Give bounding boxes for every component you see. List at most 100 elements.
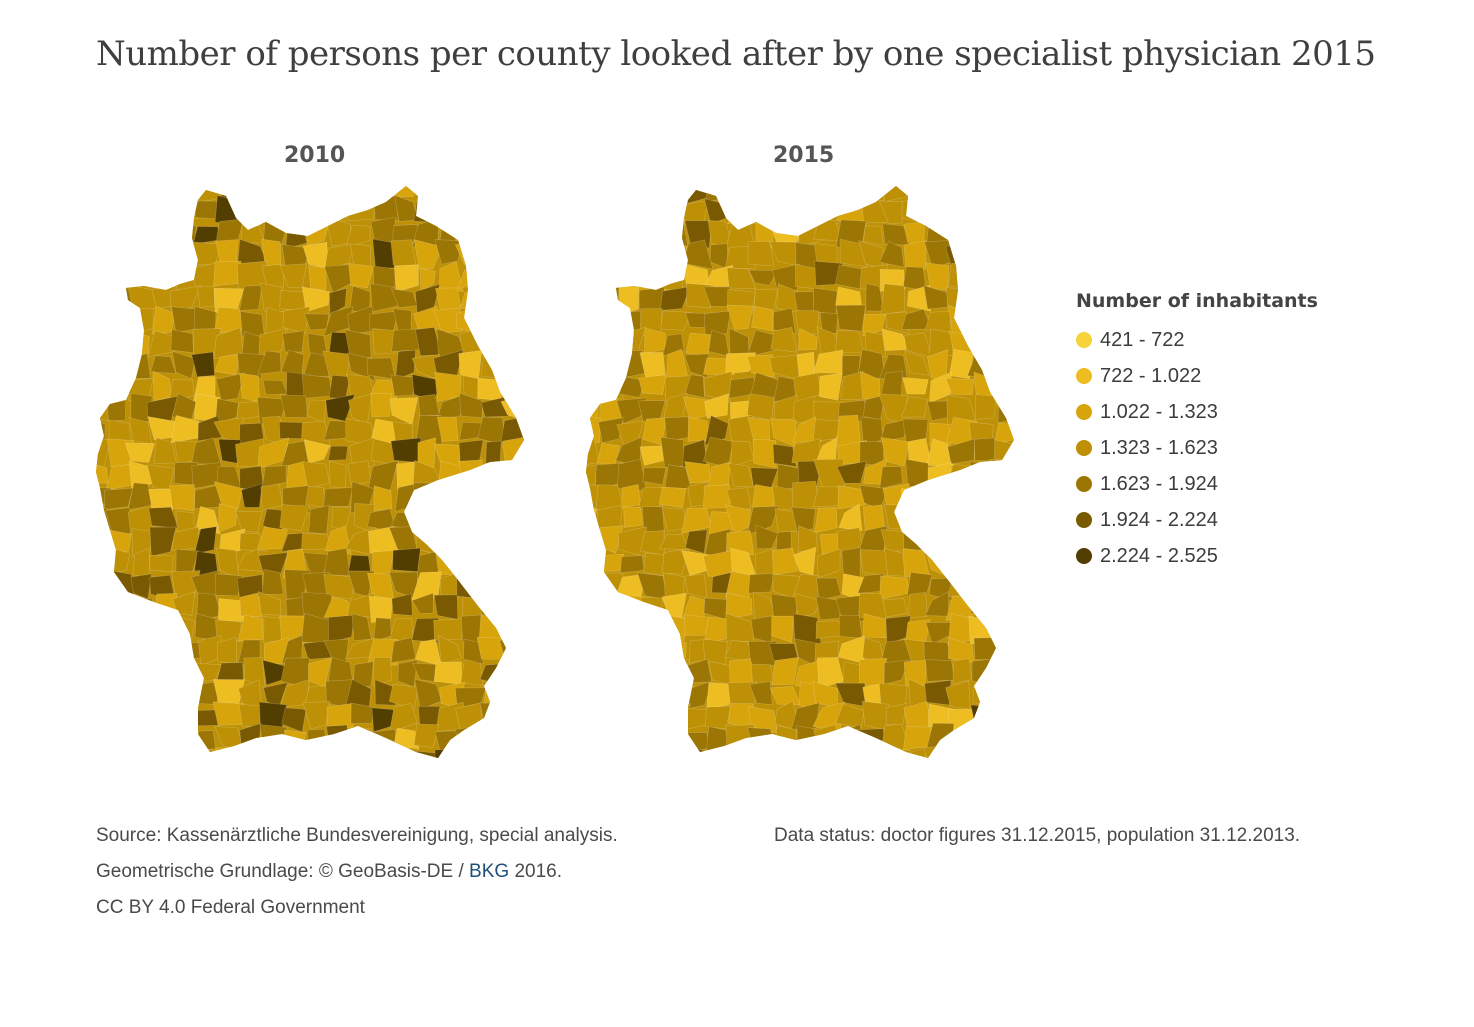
county-cells: [586, 178, 1026, 778]
county-cell: [301, 373, 333, 399]
county-cell: [96, 569, 113, 601]
county-cell: [879, 418, 912, 443]
county-cell: [586, 374, 602, 403]
county-cell: [283, 729, 308, 755]
county-cell: [521, 306, 524, 328]
county-cell: [835, 703, 865, 728]
county-cell: [96, 548, 113, 575]
county-cell: [454, 724, 488, 752]
county-cell: [410, 504, 442, 531]
county-cell: [501, 244, 524, 270]
county-cell: [500, 282, 524, 316]
county-cell: [236, 767, 263, 778]
county-cell: [455, 751, 482, 758]
county-cell: [147, 330, 176, 358]
county-cell: [213, 481, 243, 510]
county-cell: [151, 774, 178, 778]
county-cell: [1017, 178, 1026, 199]
county-cell: [993, 569, 1014, 602]
county-cell: [480, 510, 504, 533]
county-cell: [96, 198, 112, 220]
county-cell: [258, 328, 287, 356]
county-cell: [747, 727, 775, 749]
county-cell: [477, 465, 508, 487]
county-cell: [586, 507, 597, 531]
county-cell: [595, 218, 626, 250]
county-cell: [599, 775, 624, 778]
county-cell: [615, 243, 643, 271]
county-cell: [798, 328, 818, 351]
county-cell: [598, 678, 626, 707]
county-cell: [1010, 549, 1014, 574]
county-cell: [727, 462, 754, 488]
bkg-link[interactable]: BKG: [469, 861, 510, 882]
county-cell: [880, 436, 910, 467]
county-cell: [502, 436, 524, 469]
county-cell: [993, 219, 1014, 244]
county-cell: [393, 264, 419, 293]
county-cell: [388, 683, 419, 710]
county-cell: [994, 656, 1014, 688]
county-cell: [623, 506, 643, 528]
county-cell: [169, 640, 202, 659]
county-cell: [598, 371, 625, 404]
county-cell: [372, 186, 396, 198]
county-cell: [525, 618, 536, 642]
county-cell: [462, 638, 484, 667]
county-cell: [621, 262, 647, 285]
county-cell: [96, 590, 112, 622]
county-cell: [150, 355, 177, 374]
county-cell: [261, 569, 284, 595]
county-cell: [147, 680, 177, 710]
county-cell: [324, 525, 352, 555]
county-cell: [301, 420, 331, 447]
county-cell: [146, 615, 176, 639]
county-cell: [103, 377, 132, 401]
county-cell: [503, 460, 524, 489]
county-cell: [500, 375, 524, 400]
county-cell: [499, 636, 524, 663]
county-cell: [344, 329, 372, 359]
county-cell: [131, 683, 156, 707]
county-cell: [994, 290, 1014, 310]
county-cell: [499, 682, 524, 711]
county-cell: [904, 350, 930, 376]
county-cell: [863, 225, 884, 246]
county-cell: [746, 354, 775, 378]
county-cell: [480, 351, 503, 379]
county-cell: [215, 573, 243, 597]
county-cell: [154, 593, 178, 620]
county-cell: [952, 728, 972, 748]
county-cell: [908, 678, 929, 708]
county-cell: [479, 532, 509, 558]
county-cell: [106, 186, 133, 205]
county-cell: [900, 396, 928, 418]
county-cell: [925, 659, 955, 682]
county-cell: [600, 332, 625, 359]
county-cell: [504, 506, 524, 534]
county-cell: [104, 196, 135, 227]
county-cell: [96, 260, 109, 292]
county-cell: [302, 640, 332, 660]
county-cell: [522, 186, 524, 202]
county-cell: [796, 725, 817, 749]
county-cell: [661, 548, 690, 575]
county-cell: [1012, 768, 1026, 778]
county-cell: [752, 484, 775, 510]
county-cell: [641, 197, 669, 228]
source-line: Source: Kassenärztliche Bundesvereinigun…: [96, 825, 618, 846]
county-cell: [96, 288, 113, 312]
county-cell: [458, 198, 483, 219]
county-cell: [308, 504, 330, 535]
county-cell: [586, 526, 600, 558]
legend-swatch: [1076, 332, 1092, 348]
county-cell: [433, 618, 465, 641]
county-cell: [991, 777, 1015, 778]
county-cell: [96, 701, 111, 733]
legend-label: 2.224 - 2.525: [1100, 544, 1218, 567]
county-cell: [347, 196, 377, 222]
county-cell: [706, 682, 733, 710]
county-cell: [345, 748, 373, 758]
county-cell: [752, 438, 777, 469]
county-cell: [586, 593, 603, 623]
